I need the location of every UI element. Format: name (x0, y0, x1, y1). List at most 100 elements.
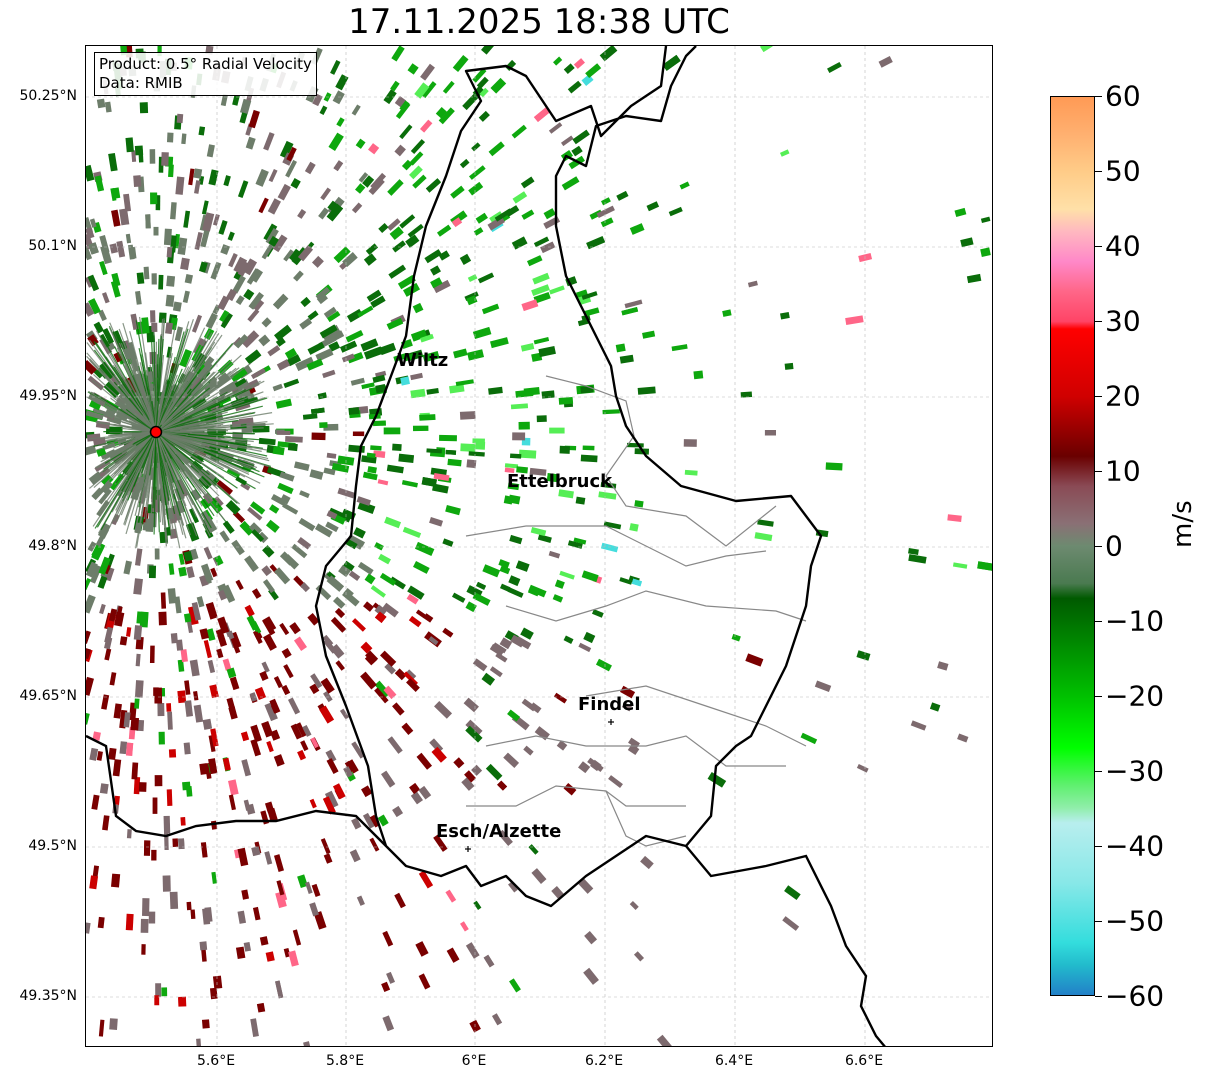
velocity-gate (131, 762, 139, 780)
velocity-gate (392, 240, 406, 253)
velocity-gate (244, 555, 259, 572)
velocity-gate (374, 687, 389, 704)
velocity-gate (252, 425, 270, 433)
velocity-gate (420, 333, 434, 343)
velocity-gate (533, 337, 550, 345)
velocity-gate (225, 499, 241, 515)
velocity-gate (507, 709, 521, 722)
velocity-gate (451, 217, 463, 228)
velocity-ray (89, 431, 157, 440)
velocity-gate (330, 616, 347, 633)
velocity-ray (128, 394, 157, 433)
city-label-findel: Findel (578, 694, 641, 715)
velocity-gate (150, 192, 158, 205)
velocity-gate (467, 349, 485, 361)
radar-map[interactable] (85, 45, 993, 1047)
velocity-gate (559, 570, 575, 580)
colorbar-tick-label: −40 (1105, 829, 1165, 863)
velocity-gate (277, 183, 291, 201)
velocity-gate (603, 521, 622, 530)
velocity-gate (722, 309, 732, 317)
velocity-gate (218, 220, 228, 235)
y-tick-label: 49.8°N (28, 538, 77, 554)
velocity-gate (473, 900, 482, 910)
velocity-gate (348, 570, 361, 581)
velocity-gate (282, 502, 299, 515)
velocity-ray (141, 431, 157, 474)
velocity-gate (370, 585, 386, 598)
velocity-gate (252, 906, 261, 921)
velocity-gate (183, 613, 192, 623)
velocity-gate (293, 636, 307, 652)
velocity-gate (136, 272, 145, 285)
velocity-gate (220, 312, 233, 329)
velocity-gate (327, 200, 338, 212)
velocity-gate (203, 546, 213, 560)
velocity-gate (460, 443, 476, 452)
velocity-gate (472, 438, 485, 444)
velocity-gate (268, 235, 279, 247)
velocity-ray (155, 368, 183, 433)
velocity-gate (472, 592, 491, 606)
velocity-gate (237, 910, 247, 924)
velocity-gate (633, 951, 645, 962)
velocity-ray (155, 407, 222, 433)
velocity-gate (410, 139, 426, 155)
velocity-gate (287, 697, 301, 715)
velocity-gate (217, 359, 234, 376)
velocity-gate (529, 467, 547, 476)
velocity-gate (537, 534, 552, 544)
velocity-gate (138, 149, 144, 163)
velocity-gate (552, 594, 564, 603)
velocity-gate (430, 265, 441, 276)
velocity-gate (108, 747, 117, 761)
velocity-gate (259, 936, 269, 946)
velocity-gate (455, 379, 474, 387)
velocity-gate (438, 107, 455, 125)
velocity-gate (364, 573, 376, 585)
velocity-gate (166, 275, 176, 287)
velocity-gate (97, 916, 105, 929)
velocity-gate (370, 172, 387, 190)
velocity-gate (449, 384, 465, 394)
canton-border (485, 735, 786, 767)
velocity-gate (223, 175, 231, 187)
velocity-gate (100, 480, 114, 494)
velocity-gate (275, 398, 292, 409)
velocity-gate (338, 564, 351, 578)
colorbar-tick-label: 30 (1105, 304, 1141, 338)
velocity-ray (109, 327, 157, 433)
velocity-gate (323, 853, 333, 864)
velocity-gate (387, 736, 403, 754)
velocity-gate (388, 264, 407, 279)
velocity-gate (267, 198, 281, 215)
velocity-gate (258, 197, 269, 214)
velocity-gate (584, 307, 600, 317)
velocity-gate (300, 582, 310, 593)
colorbar-tick-mark (1095, 171, 1102, 172)
velocity-gate (134, 698, 140, 709)
velocity-gate (383, 89, 397, 105)
velocity-gate (293, 461, 310, 471)
velocity-gate (518, 449, 537, 459)
velocity-gate (247, 506, 263, 521)
velocity-gate (361, 785, 373, 798)
velocity-ray (153, 431, 157, 490)
colorbar-tick-label: −50 (1105, 904, 1165, 938)
velocity-gate (462, 93, 479, 111)
velocity-ray (155, 385, 241, 433)
velocity-gate (290, 178, 301, 189)
velocity-gate (526, 255, 543, 267)
velocity-gate (283, 378, 300, 389)
velocity-gate (296, 722, 307, 738)
radar-plot (86, 46, 992, 1046)
velocity-gate (436, 224, 452, 237)
velocity-gate (262, 616, 277, 633)
velocity-colorbar (1050, 96, 1095, 996)
velocity-gate (111, 272, 121, 287)
velocity-gate (326, 575, 345, 592)
velocity-gate (370, 295, 386, 309)
velocity-gate (217, 616, 230, 634)
colorbar-unit-label: m/s (1168, 500, 1198, 548)
velocity-gate (201, 200, 209, 215)
